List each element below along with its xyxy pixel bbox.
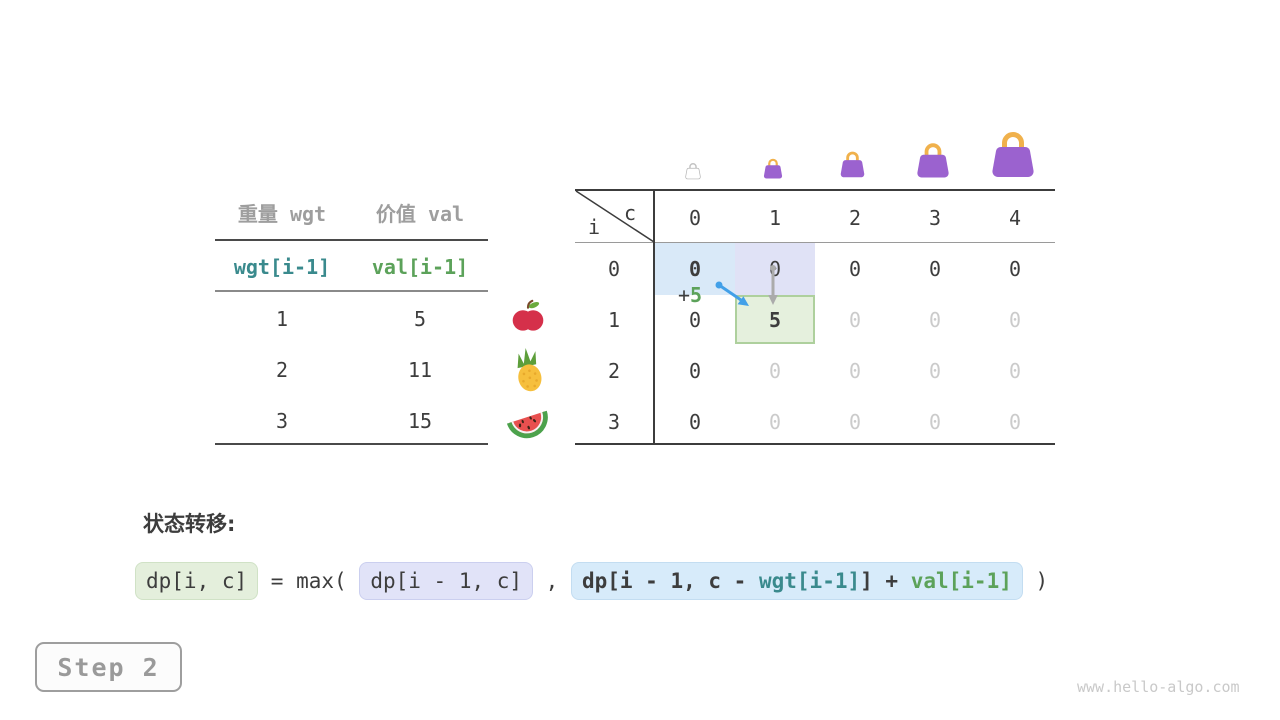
formula-equals-max: = max(: [258, 569, 360, 593]
dp-cell-0-2: 0: [848, 257, 862, 281]
dp-cell-3-0: 0: [688, 410, 702, 434]
items-table-index-wgt: wgt[i-1]: [233, 255, 331, 279]
dp-cell-3-1: 0: [768, 410, 782, 434]
dp-cell-0-3: 0: [928, 257, 942, 281]
dp-cell-1-1: 5: [768, 308, 782, 332]
step-indicator-button[interactable]: Step 2: [35, 642, 182, 692]
state-transition-label: 状态转移:: [143, 512, 236, 536]
dp-col-header-0: 0: [688, 206, 702, 230]
item-row-3-weight: 3: [275, 409, 289, 433]
items-table-rule-bottom: [215, 443, 488, 445]
plus-operator: +: [678, 283, 691, 307]
items-table-index-val: val[i-1]: [371, 255, 469, 279]
formula-arg2-wgt: wgt[i-1]: [758, 569, 861, 593]
items-table-header-value: 价值 val: [375, 202, 465, 226]
dp-cell-2-0: 0: [688, 359, 702, 383]
dp-rule-top: [575, 189, 1055, 191]
dp-row-header-3: 3: [607, 410, 621, 434]
bag-large-icon: [914, 137, 952, 184]
dp-cell-0-1: 0: [768, 257, 782, 281]
dp-col-header-1: 1: [768, 206, 782, 230]
formula-arg2-val: val[i-1]: [910, 569, 1012, 593]
dp-col-header-4: 4: [1008, 206, 1022, 230]
formula-arg1-pill: dp[i - 1, c]: [359, 562, 534, 600]
item-row-2-weight: 2: [275, 358, 289, 382]
dp-cell-2-2: 0: [848, 359, 862, 383]
dp-rule-vertical: [653, 189, 655, 445]
dp-cell-3-2: 0: [848, 410, 862, 434]
dp-cell-1-2: 0: [848, 308, 862, 332]
pineapple-icon: [507, 346, 549, 396]
item-row-3-value: 15: [407, 409, 433, 433]
dp-corner-col-label: c: [624, 201, 637, 225]
formula-close-paren: ): [1022, 569, 1049, 593]
item-row-2-value: 11: [407, 358, 433, 382]
dp-cell-2-3: 0: [928, 359, 942, 383]
items-table-rule-top: [215, 239, 488, 241]
bag-empty-icon: [684, 160, 702, 184]
bag-small-icon: [762, 155, 784, 184]
dp-row-header-1: 1: [607, 308, 621, 332]
dp-rule-bottom: [575, 443, 1055, 445]
watermelon-icon: [504, 402, 550, 446]
formula-arg2-infix: ] +: [860, 569, 911, 593]
bag-medium-icon: [838, 147, 867, 183]
dp-rule-header: [575, 242, 1055, 243]
dp-cell-0-4: 0: [1008, 257, 1022, 281]
watermark-url: www.hello-algo.com: [1077, 678, 1240, 696]
formula-lhs-pill: dp[i, c]: [135, 562, 259, 600]
items-table-header-weight: 重量 wgt: [237, 202, 327, 226]
dp-corner-row-label: i: [588, 215, 601, 239]
dp-col-header-3: 3: [928, 206, 942, 230]
item-row-1-weight: 1: [275, 307, 289, 331]
apple-icon: [511, 299, 545, 339]
added-value: 5: [690, 283, 703, 307]
dp-row-header-0: 0: [607, 257, 621, 281]
state-transition-formula: dp[i, c] = max( dp[i - 1, c] , dp[i - 1,…: [135, 562, 1048, 600]
item-row-1-value: 5: [413, 307, 427, 331]
formula-arg2-pill: dp[i - 1, c - wgt[i-1]] + val[i-1]: [570, 562, 1023, 600]
formula-comma: ,: [533, 569, 571, 593]
dp-row-header-2: 2: [607, 359, 621, 383]
dp-cell-2-1: 0: [768, 359, 782, 383]
dp-cell-1-0: 0: [688, 308, 702, 332]
dp-cell-0-0: 0: [688, 257, 702, 281]
dp-cell-1-4: 0: [1008, 308, 1022, 332]
dp-cell-2-4: 0: [1008, 359, 1022, 383]
dp-col-header-2: 2: [848, 206, 862, 230]
dp-cell-3-3: 0: [928, 410, 942, 434]
items-table-rule-mid: [215, 290, 488, 292]
bag-xlarge-icon: [988, 124, 1038, 184]
formula-arg2-prefix: dp[i - 1, c -: [581, 569, 759, 593]
transition-add-annotation: +5: [678, 283, 702, 307]
dp-cell-1-3: 0: [928, 308, 942, 332]
dp-cell-3-4: 0: [1008, 410, 1022, 434]
